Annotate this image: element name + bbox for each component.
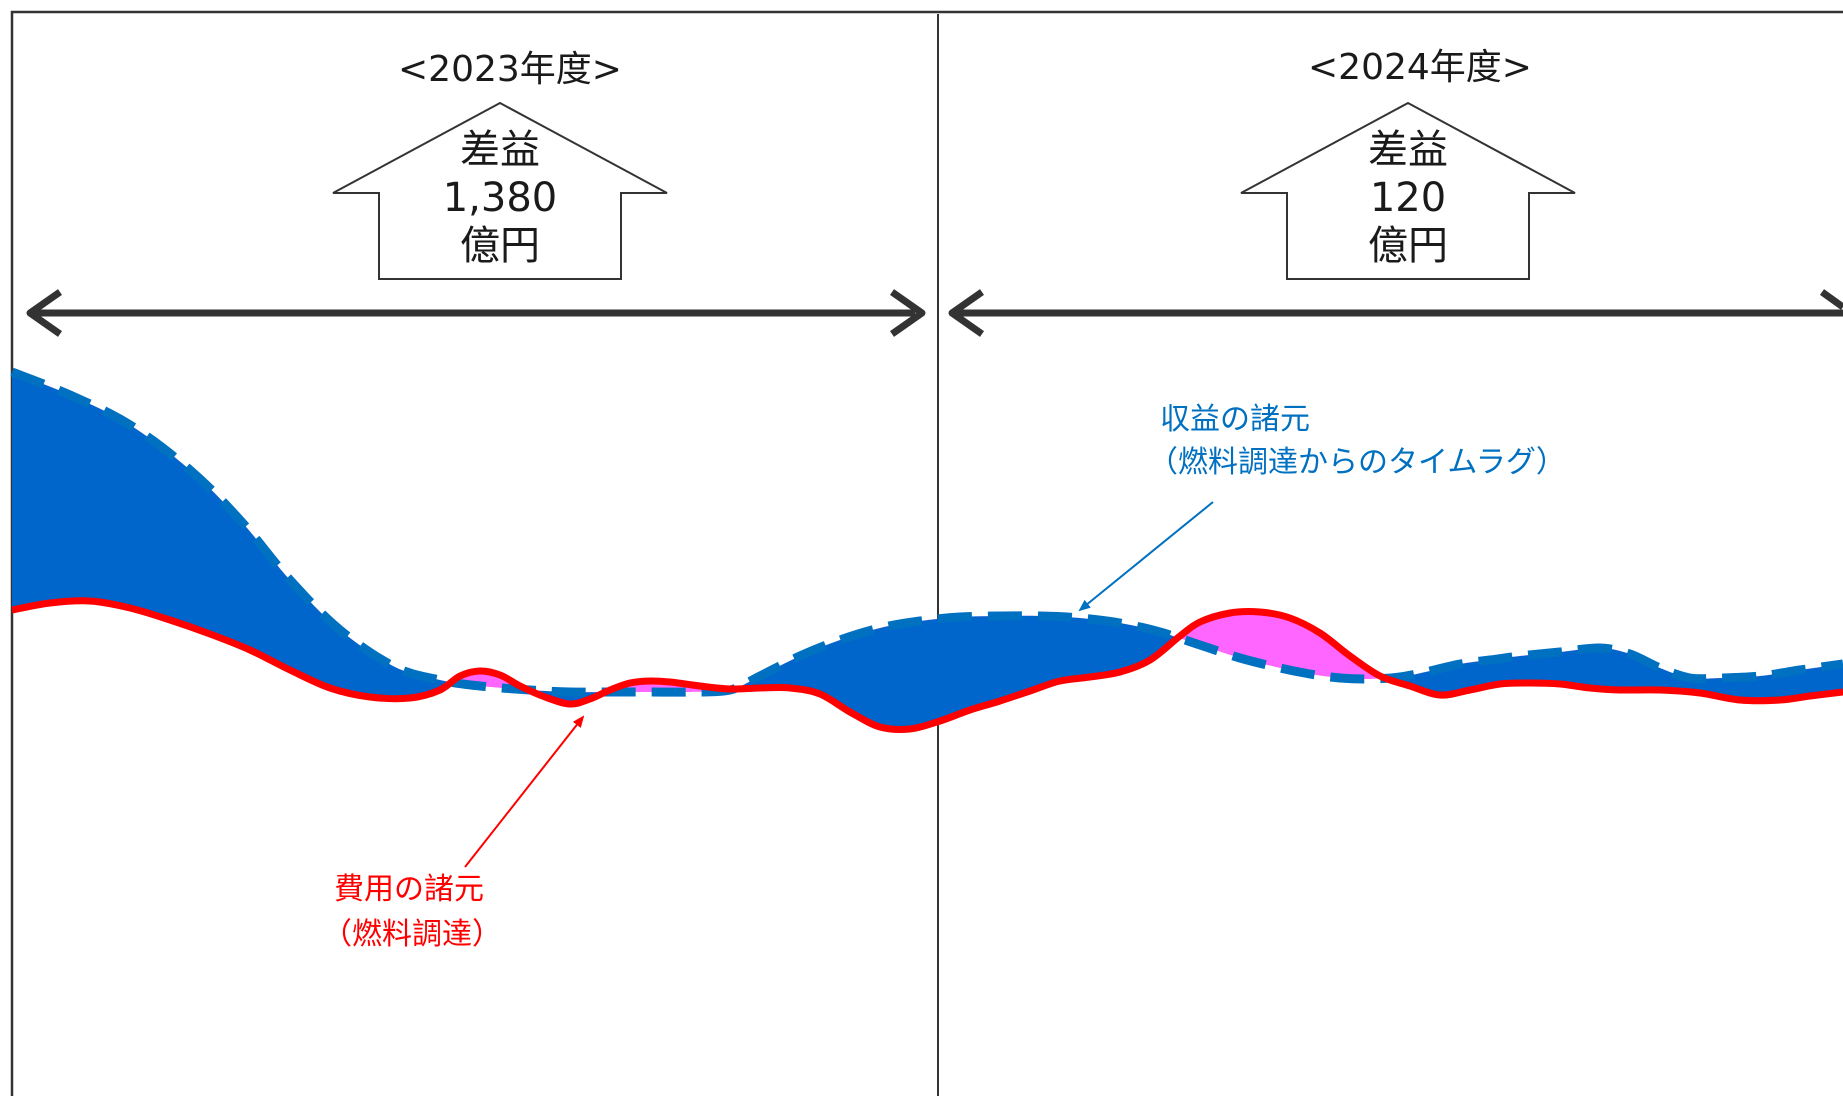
margin-title-2023: 差益 bbox=[460, 127, 540, 173]
period-arrow-2024 bbox=[948, 289, 1843, 337]
margin-unit-2023: 億円 bbox=[460, 223, 540, 269]
period-label-2023: <2023年度> bbox=[398, 49, 622, 90]
margin-unit-2024: 億円 bbox=[1368, 223, 1448, 269]
margin-house-2023 bbox=[332, 101, 668, 280]
cost-basis-line bbox=[11, 597, 1843, 734]
revenue-label-title: 収益の諸元 bbox=[1160, 402, 1310, 437]
period-arrow-2023 bbox=[26, 289, 926, 337]
margin-title-2024: 差益 bbox=[1368, 127, 1448, 173]
margin-value-2024: 120 bbox=[1369, 175, 1447, 221]
revenue-label-note: （燃料調達からのタイムラグ） bbox=[1148, 445, 1566, 480]
margin-value-2023: 1,380 bbox=[442, 175, 558, 221]
cost-label-note: （燃料調達） bbox=[322, 917, 502, 952]
frame-border bbox=[10, 10, 1843, 1096]
period-label-2024: <2024年度> bbox=[1308, 47, 1532, 88]
cost-label-title: 費用の諸元 bbox=[334, 872, 484, 907]
cost-callout-arrow bbox=[464, 715, 585, 868]
revenue-callout-arrow bbox=[1078, 501, 1214, 612]
positive-margin-area bbox=[12, 372, 1843, 730]
margin-house-2024 bbox=[1240, 101, 1576, 280]
